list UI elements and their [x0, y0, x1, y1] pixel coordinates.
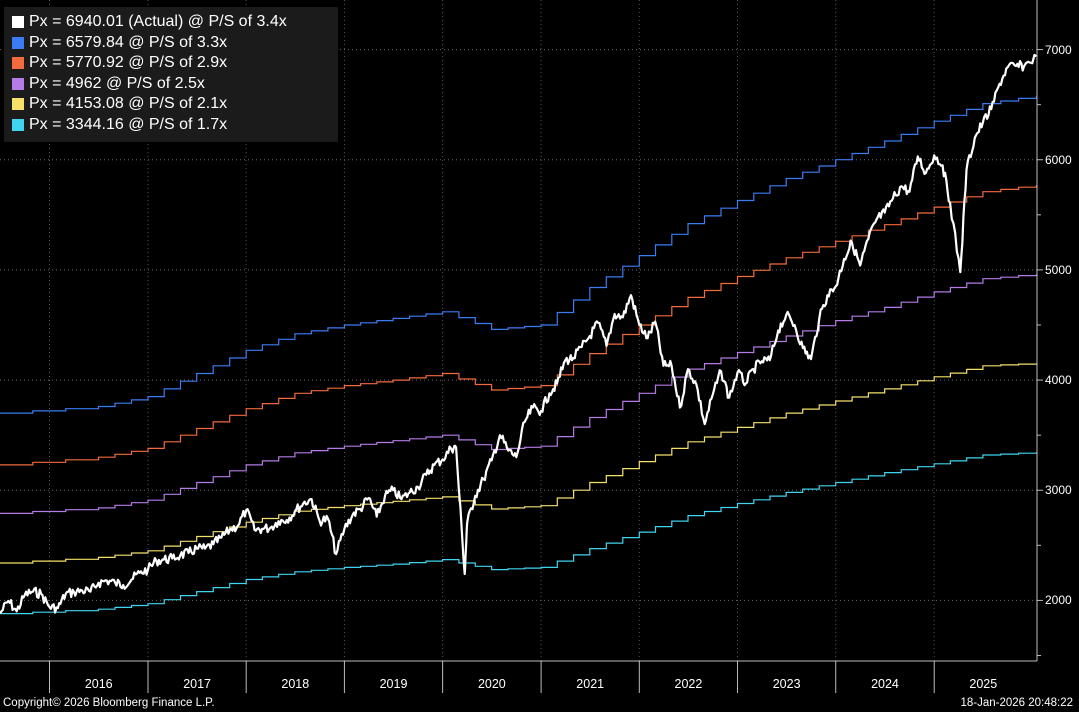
legend: Px = 6940.01 (Actual) @ P/S of 3.4x Px =…	[4, 7, 338, 142]
series-line-ps-3	[0, 274, 1038, 514]
series-line-actual	[0, 53, 1038, 615]
series-line-ps-5	[0, 452, 1038, 615]
legend-label: Px = 6940.01 (Actual) @ P/S of 3.4x	[29, 13, 287, 30]
x-tick-label: 2024	[871, 677, 899, 691]
x-tick-label: 2025	[969, 677, 998, 691]
legend-label: Px = 4153.08 @ P/S of 2.1x	[29, 95, 228, 112]
legend-item-ps-2-1x: Px = 4153.08 @ P/S of 2.1x	[12, 94, 227, 114]
legend-label: Px = 3344.16 @ P/S of 1.7x	[29, 116, 228, 133]
legend-item-ps-2-5x: Px = 4962 @ P/S of 2.5x	[12, 74, 205, 94]
legend-label: Px = 6579.84 @ P/S of 3.3x	[29, 34, 228, 51]
legend-swatch	[12, 16, 24, 28]
x-tick-label: 2022	[674, 677, 703, 691]
legend-item-ps-1-7x: Px = 3344.16 @ P/S of 1.7x	[12, 115, 227, 135]
legend-label: Px = 4962 @ P/S of 2.5x	[29, 75, 205, 92]
legend-item-ps-3-3x: Px = 6579.84 @ P/S of 3.3x	[12, 33, 227, 53]
x-tick-label: 2023	[772, 677, 801, 691]
series-layer	[0, 53, 1038, 615]
x-tick-label: 2019	[379, 677, 408, 691]
y-tick-label: 3000	[1045, 483, 1072, 498]
timestamp-text: 18-Jan-2026 20:48:22	[960, 697, 1073, 709]
legend-swatch	[12, 57, 24, 69]
legend-swatch	[12, 98, 24, 110]
copyright-text: Copyright© 2026 Bloomberg Finance L.P.	[3, 697, 215, 709]
y-tick-label: 5000	[1045, 262, 1072, 277]
legend-item-actual: Px = 6940.01 (Actual) @ P/S of 3.4x	[12, 12, 287, 32]
series-line-ps-2	[0, 185, 1038, 466]
y-tick-label: 4000	[1045, 373, 1072, 388]
legend-label: Px = 5770.92 @ P/S of 2.9x	[29, 54, 228, 71]
x-tick-label: 2021	[576, 677, 605, 691]
y-tick-label: 7000	[1045, 42, 1072, 57]
legend-swatch	[12, 78, 24, 90]
x-tick-label: 2017	[183, 677, 211, 691]
x-tick-label: 2020	[477, 677, 506, 691]
axes	[0, 0, 1043, 693]
series-line-ps-4	[0, 363, 1038, 564]
legend-swatch	[12, 37, 24, 49]
legend-item-ps-2-9x: Px = 5770.92 @ P/S of 2.9x	[12, 53, 227, 73]
y-tick-label: 2000	[1045, 593, 1072, 608]
x-tick-label: 2018	[281, 677, 310, 691]
x-tick-label: 2016	[84, 677, 113, 691]
y-tick-label: 6000	[1045, 152, 1072, 167]
legend-swatch	[12, 119, 24, 131]
series-line-ps-1	[0, 95, 1038, 414]
